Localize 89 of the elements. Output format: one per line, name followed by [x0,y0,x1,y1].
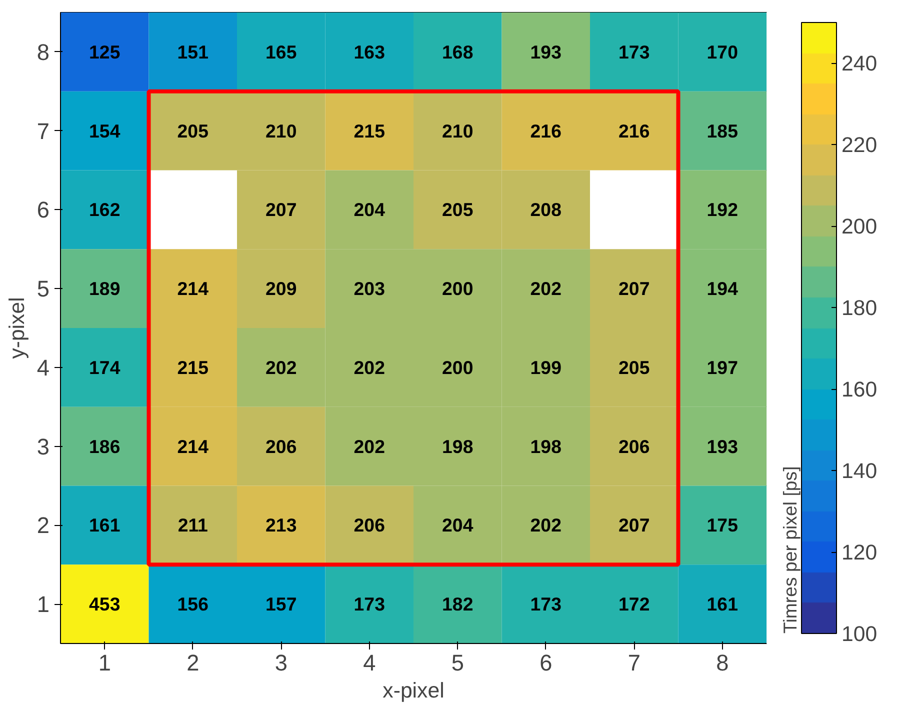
color-bar-label: 160 [842,378,878,402]
data-label: 207 [618,514,650,536]
data-label: 165 [266,41,297,62]
data-label: 202 [354,436,385,457]
color-bar-title: Timres per pixel [ps] [780,466,800,634]
data-label: 161 [89,514,120,536]
data-label: 202 [266,356,297,378]
color-bar-label: 100 [842,622,878,646]
data-label: 154 [89,120,121,142]
data-label: 173 [354,594,385,615]
data-label: 186 [89,436,120,457]
data-label: 202 [354,356,385,378]
data-label: 216 [530,120,562,142]
data-label: 194 [706,278,739,300]
data-label: 182 [442,594,474,615]
data-label: 206 [266,436,297,457]
data-label: 189 [89,278,120,300]
data-label: 156 [177,594,208,615]
data-label: 172 [618,594,650,615]
data-label: 199 [530,356,562,378]
data-label: 213 [266,514,297,536]
data-label: 206 [618,436,650,457]
data-label: 200 [442,278,474,300]
color-bar-label: 200 [842,214,878,239]
data-label: 215 [354,120,385,142]
data-label: 170 [706,41,738,62]
data-label: 453 [89,594,120,615]
data-label: 200 [442,356,474,378]
color-bar-label: 140 [842,459,878,484]
color-bar-label: 120 [842,540,878,565]
data-label: 205 [442,199,474,220]
y-tick-label: 2 [36,512,50,538]
data-label: 214 [177,436,210,457]
data-label: 214 [177,278,210,300]
data-label: 193 [530,41,562,62]
data-label: 202 [530,278,562,300]
data-label: 163 [354,41,385,62]
data-label: 151 [177,41,208,62]
color-bar-label: 240 [842,52,878,76]
x-tick-label: 2 [186,650,200,676]
data-label: 206 [354,514,385,536]
x-tick-label: 6 [540,650,552,676]
data-label: 192 [706,199,738,220]
y-tick-label: 1 [36,591,50,618]
x-tick-label: 1 [98,650,111,676]
data-label: 215 [177,356,208,378]
y-tick-label: 3 [36,433,50,460]
x-axis-title: x-pixel [382,678,444,702]
y-tick-label: 4 [36,354,50,380]
data-label: 175 [706,514,738,536]
data-label: 202 [530,514,562,536]
data-label: 173 [530,594,562,615]
x-tick-label: 7 [628,650,640,676]
color-bar-label: 180 [842,296,878,320]
x-tick-label: 4 [363,650,376,676]
y-tick-label: 5 [36,276,50,302]
data-label: 209 [266,278,297,300]
data-label: 204 [442,514,474,536]
data-label: 168 [442,41,474,62]
data-label: 125 [89,41,120,62]
data-label: 211 [178,514,208,536]
data-label: 216 [618,120,650,142]
data-label: 210 [442,120,474,142]
data-label: 207 [618,278,650,300]
y-tick-label: 8 [36,38,50,65]
data-label: 205 [618,356,650,378]
data-label: 198 [442,436,474,457]
x-tick-label: 5 [451,650,464,676]
data-label: 204 [354,199,386,220]
x-tick-label: 3 [274,650,288,676]
data-label: 161 [706,594,738,615]
data-label: 203 [354,278,385,300]
data-label: 205 [177,120,208,142]
data-label: 210 [266,120,297,142]
data-label: 162 [89,199,120,220]
y-tick-label: 6 [36,196,50,223]
data-label: 173 [618,41,650,62]
data-label: 197 [706,356,738,378]
data-label: 208 [530,199,562,220]
y-tick-label: 7 [36,118,50,144]
data-label: 157 [266,594,297,615]
data-label: 174 [89,356,121,378]
data-label: 193 [706,436,738,457]
data-label: 198 [530,436,562,457]
data-label: 207 [266,199,297,220]
x-tick-label: 8 [716,650,729,676]
data-label: 185 [706,120,738,142]
color-bar-label: 220 [842,133,878,158]
y-axis-title: y-pixel [4,297,29,359]
